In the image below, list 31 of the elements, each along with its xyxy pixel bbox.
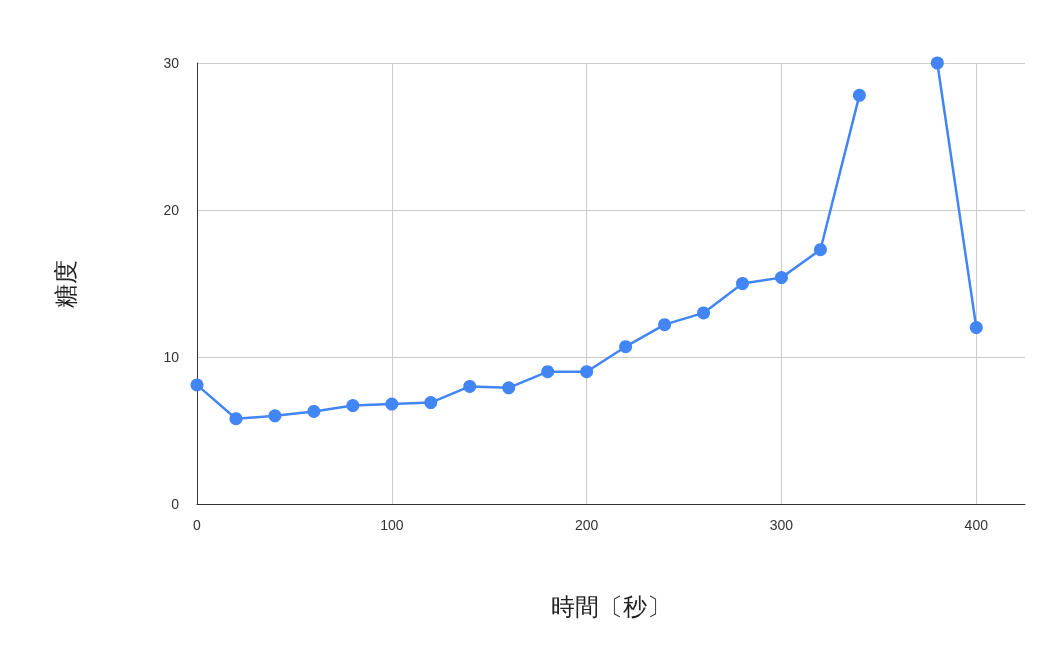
- x-tick-label: 400: [964, 517, 989, 533]
- point: [307, 404, 321, 418]
- y-tick-label: 0: [171, 496, 180, 512]
- x-tick-label: 0: [193, 517, 202, 533]
- y-tick-label: 30: [163, 55, 180, 71]
- point: [463, 379, 477, 393]
- point: [619, 340, 633, 354]
- point: [580, 365, 594, 379]
- point: [969, 321, 983, 335]
- point: [346, 399, 360, 413]
- point: [385, 397, 399, 411]
- point: [930, 56, 944, 70]
- x-tick-label: 200: [574, 517, 599, 533]
- x-tick-label: 100: [380, 517, 404, 533]
- point: [852, 88, 866, 102]
- point: [424, 396, 438, 410]
- y-axis-title: 糖度: [51, 259, 79, 308]
- point: [774, 271, 788, 285]
- point: [541, 365, 555, 379]
- y-tick-label: 10: [163, 349, 180, 365]
- point: [813, 243, 827, 257]
- x-axis-title: 時間〔秒〕: [551, 592, 671, 620]
- point: [697, 306, 711, 320]
- point: [268, 409, 282, 423]
- point: [658, 318, 672, 332]
- point: [736, 277, 750, 290]
- point: [190, 378, 204, 392]
- x-tick-label: 300: [769, 517, 794, 533]
- y-tick-label: 20: [163, 202, 180, 218]
- point: [229, 412, 243, 426]
- point: [502, 381, 516, 395]
